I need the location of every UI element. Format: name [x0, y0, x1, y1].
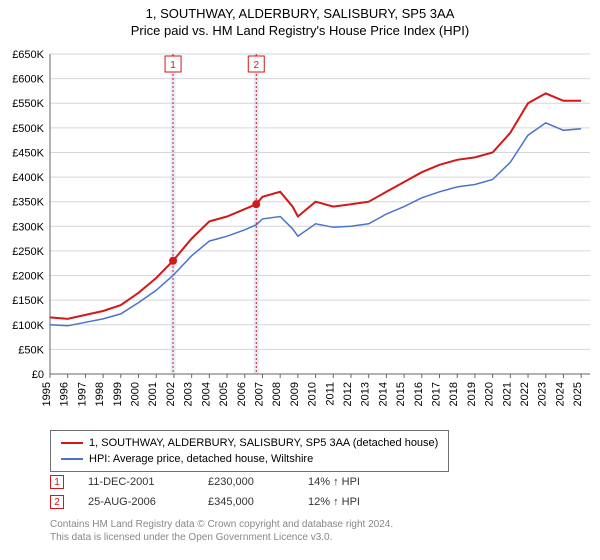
- svg-text:1999: 1999: [112, 382, 124, 406]
- svg-text:2018: 2018: [448, 382, 460, 406]
- legend-swatch: [61, 458, 83, 460]
- svg-text:2008: 2008: [271, 382, 283, 406]
- svg-text:£200K: £200K: [12, 271, 44, 283]
- legend-item: HPI: Average price, detached house, Wilt…: [61, 451, 438, 467]
- svg-text:£650K: £650K: [12, 49, 44, 61]
- svg-text:2001: 2001: [147, 382, 159, 406]
- svg-text:2025: 2025: [572, 382, 584, 406]
- svg-text:£300K: £300K: [12, 221, 44, 233]
- svg-text:2: 2: [253, 60, 259, 71]
- legend-item: 1, SOUTHWAY, ALDERBURY, SALISBURY, SP5 3…: [61, 435, 438, 451]
- svg-text:1997: 1997: [76, 382, 88, 406]
- svg-text:2009: 2009: [289, 382, 301, 406]
- svg-text:1998: 1998: [94, 382, 106, 406]
- title-address: 1, SOUTHWAY, ALDERBURY, SALISBURY, SP5 3…: [0, 6, 600, 21]
- svg-text:2019: 2019: [466, 382, 478, 406]
- svg-text:2006: 2006: [236, 382, 248, 406]
- title-subtitle: Price paid vs. HM Land Registry's House …: [0, 23, 600, 38]
- sale-row: 2 25-AUG-2006 £345,000 12% ↑ HPI: [50, 492, 428, 512]
- sale-price: £230,000: [208, 476, 308, 488]
- sales-table: 1 11-DEC-2001 £230,000 14% ↑ HPI 2 25-AU…: [50, 472, 428, 512]
- svg-text:2016: 2016: [413, 382, 425, 406]
- svg-text:2024: 2024: [554, 382, 566, 406]
- svg-text:2010: 2010: [307, 382, 319, 406]
- svg-text:2002: 2002: [165, 382, 177, 406]
- svg-text:£50K: £50K: [18, 344, 44, 356]
- svg-text:2014: 2014: [377, 382, 389, 406]
- svg-text:£150K: £150K: [12, 295, 44, 307]
- svg-text:£500K: £500K: [12, 123, 44, 135]
- sale-marker: 1: [50, 475, 64, 489]
- svg-text:£250K: £250K: [12, 246, 44, 258]
- svg-text:2017: 2017: [431, 382, 443, 406]
- legend-label: 1, SOUTHWAY, ALDERBURY, SALISBURY, SP5 3…: [89, 435, 438, 451]
- footer: Contains HM Land Registry data © Crown c…: [50, 518, 393, 544]
- svg-text:2015: 2015: [395, 382, 407, 406]
- svg-text:1996: 1996: [59, 382, 71, 406]
- title-block: 1, SOUTHWAY, ALDERBURY, SALISBURY, SP5 3…: [0, 0, 600, 38]
- sale-marker: 2: [50, 495, 64, 509]
- svg-text:2020: 2020: [484, 382, 496, 406]
- svg-text:2007: 2007: [253, 382, 265, 406]
- svg-text:£0: £0: [32, 369, 44, 381]
- chart-svg: £0 £50K £100K £150K £200K £250K £300K £350K £400…: [0, 44, 600, 424]
- svg-text:£600K: £600K: [12, 74, 44, 86]
- svg-text:1995: 1995: [41, 382, 53, 406]
- svg-text:£100K: £100K: [12, 320, 44, 332]
- chart: £0 £50K £100K £150K £200K £250K £300K £350K £400…: [0, 44, 600, 424]
- svg-text:2000: 2000: [130, 382, 142, 406]
- svg-text:1: 1: [170, 60, 176, 71]
- sale-row: 1 11-DEC-2001 £230,000 14% ↑ HPI: [50, 472, 428, 492]
- sale-price: £345,000: [208, 496, 308, 508]
- svg-text:£400K: £400K: [12, 172, 44, 184]
- svg-text:2022: 2022: [519, 382, 531, 406]
- svg-text:2013: 2013: [360, 382, 372, 406]
- svg-text:2004: 2004: [200, 382, 212, 406]
- sale-pct: 14% ↑ HPI: [308, 476, 428, 488]
- sale-date: 11-DEC-2001: [88, 476, 208, 488]
- svg-text:2011: 2011: [324, 382, 336, 406]
- footer-line1: Contains HM Land Registry data © Crown c…: [50, 518, 393, 531]
- svg-text:£550K: £550K: [12, 98, 44, 110]
- svg-text:2003: 2003: [183, 382, 195, 406]
- report-container: 1, SOUTHWAY, ALDERBURY, SALISBURY, SP5 3…: [0, 0, 600, 560]
- svg-text:2021: 2021: [501, 382, 513, 406]
- svg-text:2012: 2012: [342, 382, 354, 406]
- footer-line2: This data is licensed under the Open Gov…: [50, 531, 393, 544]
- legend-swatch: [61, 442, 83, 444]
- legend-label: HPI: Average price, detached house, Wilt…: [89, 451, 313, 467]
- svg-text:2005: 2005: [218, 382, 230, 406]
- svg-text:£450K: £450K: [12, 147, 44, 159]
- sale-date: 25-AUG-2006: [88, 496, 208, 508]
- legend: 1, SOUTHWAY, ALDERBURY, SALISBURY, SP5 3…: [50, 430, 449, 472]
- svg-text:2023: 2023: [537, 382, 549, 406]
- sale-pct: 12% ↑ HPI: [308, 496, 428, 508]
- svg-text:£350K: £350K: [12, 197, 44, 209]
